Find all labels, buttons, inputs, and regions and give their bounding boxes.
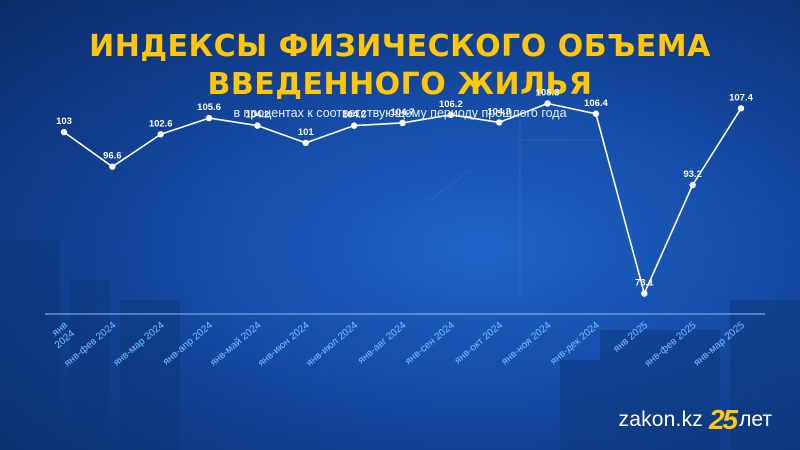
data-point xyxy=(737,105,745,112)
data-label: 101 xyxy=(298,127,315,138)
chart-title: ИНДЕКСЫ ФИЗИЧЕСКОГО ОБЪЕМА ВВЕДЕННОГО ЖИ… xyxy=(0,28,800,104)
data-point xyxy=(350,122,358,129)
data-point xyxy=(254,122,261,129)
x-tick-label: янв-июн 2024 xyxy=(256,320,312,369)
data-point xyxy=(399,119,406,127)
x-tick-label: янв-сен 2024 xyxy=(403,320,457,368)
chart-subtitle: в процентах к соответствующему периоду п… xyxy=(233,106,567,120)
x-tick-label: янв-мар 2024 xyxy=(112,320,167,369)
x-tick-label: янв-ноя 2024 xyxy=(500,320,554,368)
data-label: 104.2 xyxy=(342,110,366,121)
data-point xyxy=(205,114,213,122)
logo-site-name: zakon.kz xyxy=(618,408,703,431)
data-label: 104.7 xyxy=(391,107,415,118)
x-tick-label: янв-фев 2025 xyxy=(642,319,699,369)
data-label: 93.2 xyxy=(683,169,702,180)
x-tick-label: янв 2025 xyxy=(612,320,651,355)
data-label: 104.8 xyxy=(487,106,511,117)
x-tick-label: янв-дек 2024 xyxy=(549,320,603,368)
title-line-2: ВВЕДЕННОГО ЖИЛЬЯ xyxy=(207,67,593,102)
data-label: 106.2 xyxy=(439,99,463,110)
data-point xyxy=(60,128,68,136)
data-point xyxy=(592,110,600,117)
zakon-logo: zakon.kz 25 лет xyxy=(619,404,773,436)
data-label: 106.4 xyxy=(584,98,608,109)
x-tick-label: янв-май 2024 xyxy=(208,320,263,369)
data-label: 73.1 xyxy=(635,278,654,289)
x-tick-label: янв-фев 2024 xyxy=(62,319,119,369)
data-label: 107.4 xyxy=(729,92,753,103)
x-tick-label: янв-апр 2024 xyxy=(161,320,215,368)
x-tick-label: янв-окт 2024 xyxy=(453,320,506,367)
data-point xyxy=(157,131,164,138)
x-tick-label: янв2024 xyxy=(46,320,78,351)
data-label: 102.6 xyxy=(149,118,173,129)
logo-anniversary-number: 25 xyxy=(708,404,738,435)
data-point xyxy=(641,290,648,297)
data-point xyxy=(544,100,551,107)
title-line-1: ИНДЕКСЫ ФИЗИЧЕСКОГО ОБЪЕМА xyxy=(89,29,711,64)
data-point xyxy=(302,139,309,147)
x-tick-label: янв-мар 2025 xyxy=(692,320,747,369)
data-label: 104.2 xyxy=(246,110,270,121)
data-label: 105.6 xyxy=(197,102,221,113)
x-tick-label: янв-июл 2024 xyxy=(305,320,361,369)
data-point xyxy=(689,181,696,189)
data-point xyxy=(109,163,116,170)
series-line xyxy=(63,102,742,295)
data-label: 108.3 xyxy=(536,88,560,99)
x-tick-label: янв-авг 2024 xyxy=(356,320,409,367)
data-point xyxy=(447,111,455,119)
data-point xyxy=(496,119,503,126)
data-label: 103 xyxy=(56,116,72,127)
logo-years-label: лет xyxy=(739,408,772,431)
data-label: 96.6 xyxy=(103,151,122,162)
